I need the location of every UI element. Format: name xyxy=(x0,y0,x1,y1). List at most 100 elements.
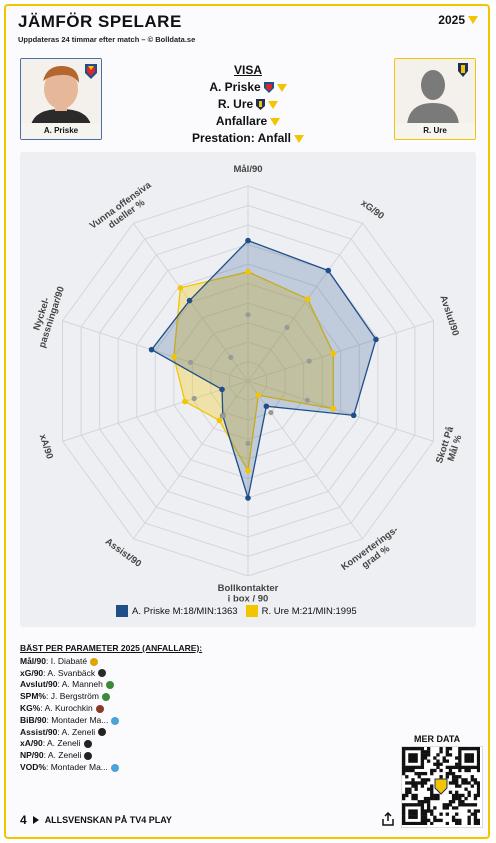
series-0-point-9[interactable] xyxy=(186,297,193,304)
axis-label-line: Avslut/90 xyxy=(437,294,460,337)
series-0-point-8[interactable] xyxy=(148,346,155,353)
player-name-left: A. Priske xyxy=(21,123,101,139)
footer-text: ALLSVENSKAN PÅ TV4 PLAY xyxy=(44,815,172,825)
axis-label-line: xG/90 xyxy=(359,198,386,222)
best-row: Assist/90: A. Zeneli xyxy=(20,727,202,739)
best-param: SPM% xyxy=(20,691,46,702)
qr-code-icon[interactable] xyxy=(401,746,483,828)
grid-spoke xyxy=(132,380,249,540)
series-1-point-9[interactable] xyxy=(177,285,184,291)
club-crest-icon xyxy=(90,657,99,666)
club-crest-icon xyxy=(83,740,92,749)
series-1-point-2[interactable] xyxy=(330,350,337,357)
play-icon xyxy=(32,816,39,824)
footer-tv4[interactable]: 4 ALLSVENSKAN PÅ TV4 PLAY xyxy=(20,813,172,827)
reference-marker-9 xyxy=(228,354,234,360)
visa-header: VISA xyxy=(233,63,262,77)
series-0-point-5[interactable] xyxy=(245,495,251,501)
series-1-point-3[interactable] xyxy=(330,405,337,412)
series-area-0 xyxy=(150,239,377,499)
best-param: KG% xyxy=(20,702,41,713)
axis-label-1: xG/90 xyxy=(359,198,386,222)
series-0-point-7[interactable] xyxy=(219,386,225,393)
best-param: NP/90 xyxy=(20,750,44,761)
visa-selector: VISA A. Priske R. Ure Anfallare Prestati… xyxy=(150,62,346,147)
best-header: BÄST PER PARAMETER 2025 (ANFALLARE): xyxy=(20,643,203,653)
best-row: VOD%: Montader Ma... xyxy=(20,762,202,774)
grid-spoke xyxy=(247,320,434,382)
club-crest-icon xyxy=(98,669,107,678)
best-player: A. Svanbäck xyxy=(47,667,96,678)
player1-dropdown[interactable]: A. Priske xyxy=(150,79,346,96)
series-1-point-7[interactable] xyxy=(182,398,188,405)
player-card-right[interactable]: R. Ure xyxy=(394,58,476,140)
legend-item-priske: A. Priske M:18/MIN:1363 xyxy=(116,605,238,617)
year-selector[interactable]: 2025 xyxy=(438,13,478,27)
position-label: Anfallare xyxy=(215,114,268,128)
grid-spoke xyxy=(62,380,249,442)
reference-marker-4 xyxy=(268,409,274,416)
position-dropdown[interactable]: Anfallare xyxy=(150,113,346,130)
series-0-point-3[interactable] xyxy=(350,412,357,419)
player-name-right: R. Ure xyxy=(395,123,475,139)
series-0-point-0[interactable] xyxy=(245,237,251,244)
legend-swatch-priske xyxy=(116,605,128,617)
player2-label: R. Ure xyxy=(217,97,254,111)
axis-label-0: Mål/90 xyxy=(233,164,262,175)
series-1-point-8[interactable] xyxy=(171,354,177,360)
best-param: VOD% xyxy=(20,761,46,772)
best-player: Montader Ma... xyxy=(50,761,108,772)
series-0-point-2[interactable] xyxy=(373,336,379,343)
series-1-point-1[interactable] xyxy=(304,296,311,302)
reference-marker-1 xyxy=(284,324,290,330)
chevron-down-icon xyxy=(293,134,304,143)
best-player: A. Zeneli xyxy=(47,750,82,761)
player-photo-left xyxy=(21,59,101,125)
club-crest-icon xyxy=(111,716,120,725)
series-1-point-5[interactable] xyxy=(245,467,251,474)
best-param: Mål/90 xyxy=(20,655,46,666)
update-note: Uppdateras 24 timmar efter match – © Bol… xyxy=(18,35,196,44)
club-crest-icon xyxy=(84,751,93,760)
series-1-point-6[interactable] xyxy=(216,417,223,424)
best-per-parameter: BÄST PER PARAMETER 2025 (ANFALLARE): Mål… xyxy=(20,643,202,774)
axis-label-line: i box / 90 xyxy=(228,593,269,604)
series-1-point-4[interactable] xyxy=(255,392,262,398)
best-row: NP/90: A. Zeneli xyxy=(20,750,202,762)
player1-label: A. Priske xyxy=(209,80,261,94)
prestation-dropdown[interactable]: Prestation: Anfall xyxy=(150,130,346,147)
best-player: A. Zeneli xyxy=(46,738,81,749)
radar-chart-panel: Mål/90 xG/90 Avslut/90 Skott På Mål % Konvert… xyxy=(20,152,476,627)
club-crest-icon xyxy=(95,704,104,713)
page-title: JÄMFÖR SPELARE xyxy=(18,12,182,31)
best-row: SPM%: J. Bergström xyxy=(20,691,202,703)
axis-label-line: Bollkontakter xyxy=(218,583,279,594)
best-player: J. Bergström xyxy=(50,691,99,702)
series-1-point-0[interactable] xyxy=(245,269,251,275)
reference-marker-5 xyxy=(245,440,251,446)
reference-marker-6 xyxy=(220,413,226,419)
club-crest-icon xyxy=(101,692,110,701)
chevron-down-icon xyxy=(270,117,281,126)
best-row: Avslut/90: A. Manneh xyxy=(20,679,202,691)
best-player: A. Manneh xyxy=(61,679,103,690)
share-icon[interactable] xyxy=(381,811,395,831)
player2-dropdown[interactable]: R. Ure xyxy=(150,96,346,113)
grid-spoke xyxy=(247,380,434,442)
series-0-point-4[interactable] xyxy=(263,403,270,410)
best-param: xA/90 xyxy=(20,738,43,749)
series-0-point-1[interactable] xyxy=(325,267,332,274)
axis-label-8: Nyckel-passningar/90 xyxy=(31,285,67,349)
club-crest-icon xyxy=(98,728,107,737)
best-param: BiB/90 xyxy=(20,714,47,725)
reference-marker-0 xyxy=(245,312,251,318)
grid-spoke xyxy=(247,222,364,382)
chart-legend: A. Priske M:18/MIN:1363 R. Ure M:21/MIN:… xyxy=(116,605,357,617)
best-row: KG%: A. Kurochkin xyxy=(20,703,202,715)
best-player: I. Diabaté xyxy=(50,655,88,666)
tv4-logo-icon: 4 xyxy=(20,813,27,827)
player-card-left[interactable]: A. Priske xyxy=(20,58,102,140)
best-row: xA/90: A. Zeneli xyxy=(20,738,202,750)
